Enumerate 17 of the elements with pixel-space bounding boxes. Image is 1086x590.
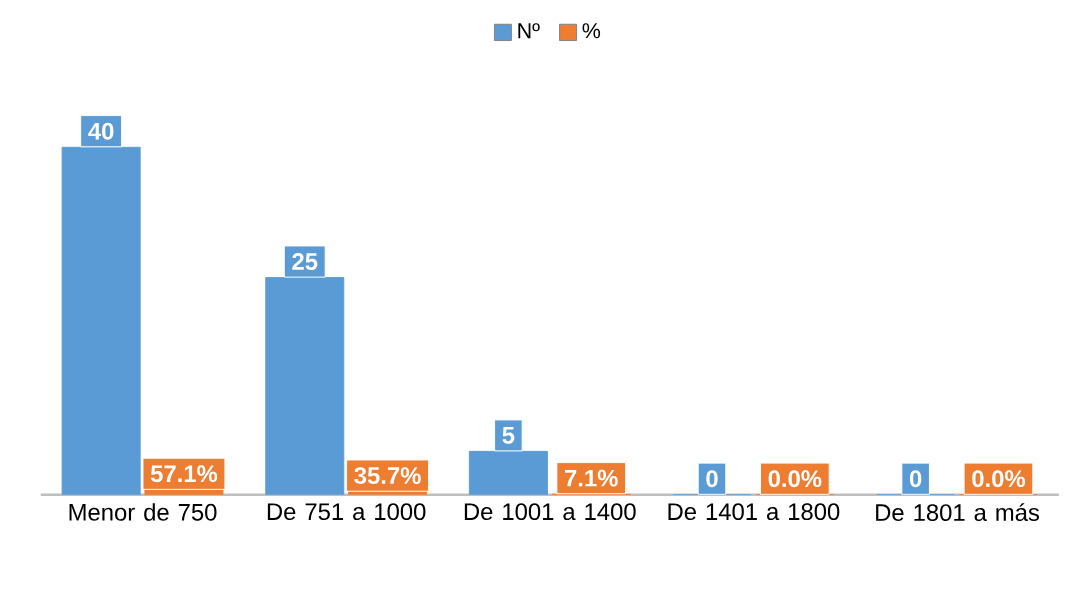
data-label: 0.0% xyxy=(972,470,1026,488)
x-tick-label: De 1401 a 1800 xyxy=(668,503,840,521)
legend-label: % xyxy=(582,23,601,39)
data-label: 35.7% xyxy=(354,467,421,485)
data-label: 0 xyxy=(909,470,922,488)
x-tick-label: De 751 a 1000 xyxy=(267,503,426,521)
x-tick-label: De 1801 a más xyxy=(876,503,1040,522)
x-tick-label: De 1001 a 1400 xyxy=(464,503,636,521)
data-label: 40 xyxy=(88,122,114,140)
legend-label: Nº xyxy=(518,23,540,39)
x-tick-label: Menor de 750 xyxy=(69,503,217,521)
data-label: 5 xyxy=(502,427,515,444)
data-label: 7.1% xyxy=(565,469,618,487)
data-label: 25 xyxy=(292,253,318,271)
data-label: 0 xyxy=(706,470,718,488)
data-label: 0.0% xyxy=(768,470,822,488)
data-label: 57.1% xyxy=(150,465,218,483)
